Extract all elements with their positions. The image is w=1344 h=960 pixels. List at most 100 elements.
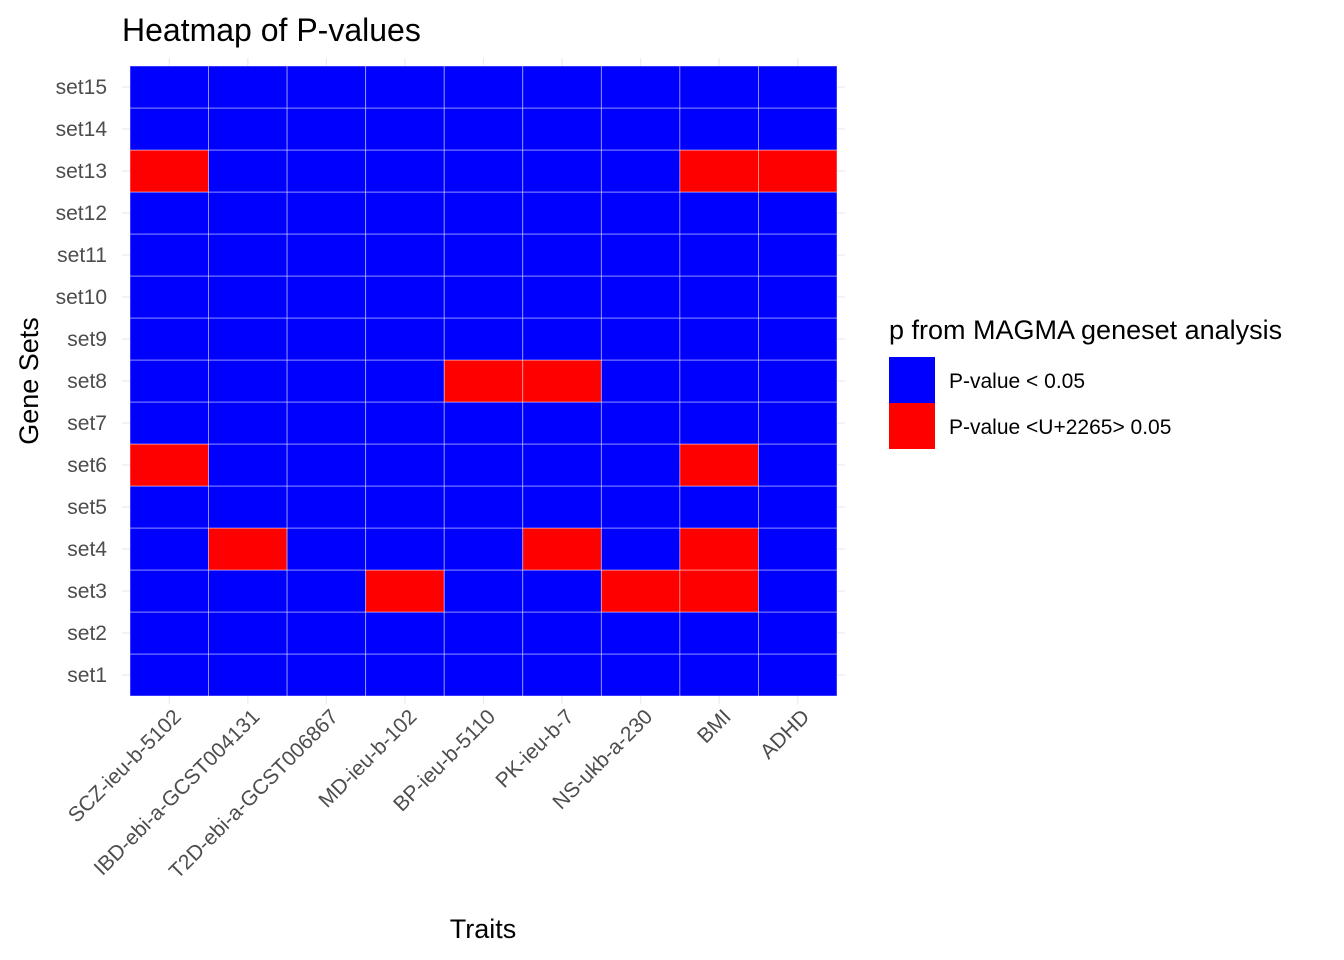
heatmap-cell [365, 527, 445, 571]
y-axis-title: Gene Sets [14, 317, 44, 445]
x-axis-ticks: SCZ-ieu-b-5102IBD-ebi-a-GCST004131T2D-eb… [64, 705, 814, 883]
heatmap-cell [758, 653, 838, 697]
heatmap-cell [208, 569, 288, 613]
heatmap-cell [365, 233, 445, 277]
legend-entries: P-value < 0.05 P-value <U+2265> 0.05 [889, 357, 1171, 449]
heatmap-cell [758, 317, 838, 361]
y-tick-label: set5 [67, 496, 107, 519]
heatmap-cell [600, 275, 681, 319]
heatmap-cell [208, 191, 288, 235]
heatmap-cell [522, 65, 602, 109]
heatmap-cell [208, 443, 288, 487]
heatmap-cell [758, 233, 838, 277]
heatmap-cell [443, 107, 524, 151]
heatmap-cell [208, 65, 288, 109]
heatmap-cell [679, 443, 759, 487]
heatmap-cell [600, 359, 681, 403]
legend-label: P-value <U+2265> 0.05 [949, 416, 1171, 439]
heatmap-cell [600, 653, 681, 697]
y-tick-label: set2 [67, 622, 107, 645]
heatmap-cell [758, 107, 838, 151]
y-tick-label: set8 [67, 370, 107, 393]
heatmap-cell [286, 611, 367, 655]
heatmap-cell [129, 107, 209, 151]
y-tick-label: set7 [67, 412, 107, 435]
heatmap-cell [208, 359, 288, 403]
heatmap-cell [365, 611, 445, 655]
heatmap-cell [129, 317, 209, 361]
heatmap-cell [286, 653, 367, 697]
heatmap-cell [286, 149, 367, 193]
heatmap-cell [129, 653, 209, 697]
heatmap-cell [208, 107, 288, 151]
heatmap-cell [208, 485, 288, 529]
legend: p from MAGMA geneset analysis P-value < … [889, 315, 1282, 449]
heatmap-cell [129, 611, 209, 655]
heatmap-cell [365, 191, 445, 235]
heatmap-cell [679, 275, 759, 319]
heatmap-cell [758, 65, 838, 109]
y-tick-label: set4 [67, 538, 107, 561]
heatmap-cell [365, 443, 445, 487]
heatmap-cell [758, 275, 838, 319]
heatmap-cell [129, 233, 209, 277]
heatmap-cell [522, 611, 602, 655]
heatmap-cell [208, 317, 288, 361]
heatmap-cell [758, 401, 838, 445]
heatmap-cell [522, 359, 602, 403]
heatmap-cell [286, 191, 367, 235]
heatmap-cell [365, 65, 445, 109]
heatmap-cell [679, 611, 759, 655]
heatmap-cell [758, 485, 838, 529]
chart-title: Heatmap of P-values [122, 12, 421, 48]
heatmap-cell [758, 149, 838, 193]
heatmap-cell [600, 191, 681, 235]
heatmap-cell [286, 65, 367, 109]
heatmap-cell [286, 275, 367, 319]
heatmap-cell [208, 401, 288, 445]
y-tick-label: set9 [67, 328, 107, 351]
heatmap-cell [679, 569, 759, 613]
heatmap-cell [522, 443, 602, 487]
heatmap-cell [129, 485, 209, 529]
heatmap-cell [522, 233, 602, 277]
heatmap-cell [365, 149, 445, 193]
heatmap-cell [600, 149, 681, 193]
heatmap-cell [443, 359, 524, 403]
heatmap-cell [443, 653, 524, 697]
legend-title: p from MAGMA geneset analysis [889, 315, 1282, 345]
heatmap-cell [758, 611, 838, 655]
heatmap-cell [600, 527, 681, 571]
heatmap-cell [365, 401, 445, 445]
x-tick-label: BMI [693, 705, 736, 748]
heatmap-cell [208, 275, 288, 319]
heatmap-cell [443, 401, 524, 445]
y-tick-label: set10 [56, 286, 107, 309]
heatmap-cell [443, 233, 524, 277]
heatmap-cell [600, 65, 681, 109]
heatmap-cell [443, 149, 524, 193]
heatmap-cell [365, 317, 445, 361]
y-tick-label: set6 [67, 454, 107, 477]
heatmap-cell [600, 443, 681, 487]
heatmap-cell [129, 275, 209, 319]
heatmap-cell [286, 107, 367, 151]
heatmap-cell [679, 317, 759, 361]
heatmap-cell [600, 569, 681, 613]
heatmap-cell [522, 527, 602, 571]
heatmap-cell [286, 233, 367, 277]
heatmap-cell [286, 569, 367, 613]
legend-key [889, 403, 935, 449]
heatmap-cell [129, 569, 209, 613]
heatmap-cell [208, 527, 288, 571]
heatmap-cell [365, 359, 445, 403]
heatmap-cell [679, 359, 759, 403]
heatmap-cell [443, 443, 524, 487]
heatmap-cell [208, 653, 288, 697]
heatmap-cell [758, 191, 838, 235]
heatmap-cell [129, 527, 209, 571]
heatmap-cell [679, 149, 759, 193]
heatmap-cell [522, 149, 602, 193]
heatmap-cell [365, 485, 445, 529]
heatmap-cell [679, 527, 759, 571]
